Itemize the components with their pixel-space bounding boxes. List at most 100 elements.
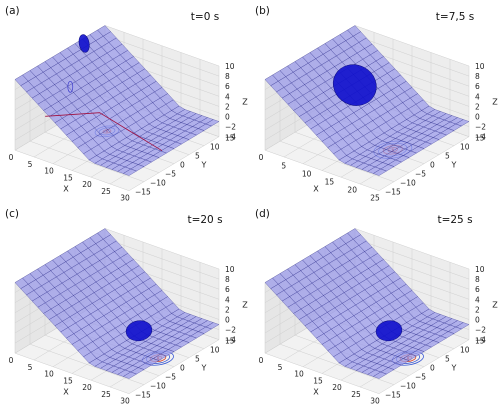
y-tick-label: 5 (445, 355, 450, 364)
y-axis-label: Y (451, 364, 457, 373)
z-tick-label: 10 (225, 62, 235, 71)
y-axis-label: Y (451, 161, 457, 170)
z-tick-label: −4 (475, 133, 486, 142)
x-tick-label: 0 (9, 153, 14, 162)
panel-a: 0 5 10 15 20 25 30 −15 −10 −5 0 5 10 15 −4 −2 0 2 4 6 8 10 X Y Z… (0, 0, 250, 203)
z-axis-label: Z (242, 97, 248, 106)
z-tick-label: 8 (225, 72, 230, 81)
panel-label: (a) (5, 5, 20, 17)
x-axis-label: X (313, 387, 319, 396)
z-tick-label: 4 (475, 92, 480, 101)
z-tick-label: −2 (225, 326, 236, 335)
y-tick-label: 5 (195, 355, 200, 364)
z-axis-label: Z (242, 300, 248, 309)
z-tick-label: −2 (475, 123, 486, 132)
grid-line (104, 35, 220, 77)
panel-label: (d) (255, 208, 270, 220)
z-tick-label: 4 (475, 295, 480, 304)
y-tick-label: 0 (180, 161, 185, 170)
z-tick-label: −4 (225, 336, 236, 345)
z-tick-label: 2 (225, 102, 230, 111)
x-tick-label: 0 (9, 356, 14, 365)
panel-label: (b) (255, 5, 270, 17)
droplet (78, 34, 90, 53)
chart-title: t=25 s (437, 214, 472, 226)
panel-d: 0 5 10 15 20 25 30 −15 −10 −5 0 5 10 15 −4 −2 0 2 4 6 8 10 X Y Z… (250, 203, 500, 406)
x-tick-label: 20 (332, 383, 342, 392)
grid-line (104, 228, 220, 270)
x-tick-label: 25 (101, 390, 111, 399)
y-tick-label: 0 (430, 364, 435, 373)
z-tick-label: −4 (225, 133, 236, 142)
y-tick-label: 10 (460, 143, 470, 152)
y-tick-label: 5 (195, 152, 200, 161)
z-tick-label: 6 (475, 285, 480, 294)
y-tick-label: −15 (135, 188, 151, 197)
z-tick-label: 2 (475, 305, 480, 314)
surface-cell (122, 371, 137, 379)
grid-line (354, 228, 470, 270)
x-axis-label: X (63, 184, 69, 193)
z-tick-label: 6 (225, 285, 230, 294)
z-tick-label: 4 (225, 92, 230, 101)
surface-cell (372, 168, 387, 176)
y-tick-label: 10 (460, 346, 470, 355)
x-tick-label: 5 (281, 161, 286, 170)
z-tick-label: 0 (475, 113, 480, 122)
y-tick-label: −15 (385, 188, 401, 197)
y-tick-label: −10 (150, 382, 166, 391)
z-tick-label: 10 (475, 62, 485, 71)
z-tick-label: 0 (225, 113, 230, 122)
x-tick-label: 10 (44, 370, 54, 379)
grid-line (354, 25, 470, 67)
x-tick-label: 20 (82, 383, 92, 392)
grid-line (378, 339, 470, 394)
x-tick-label: 20 (82, 180, 92, 189)
x-tick-label: 15 (325, 178, 335, 187)
droplet (332, 64, 377, 106)
x-tick-label: 15 (313, 376, 323, 385)
grid-line (104, 25, 220, 67)
z-tick-label: 2 (475, 102, 480, 111)
x-tick-label: 30 (370, 397, 380, 406)
z-tick-label: 2 (225, 305, 230, 314)
z-tick-label: −4 (475, 336, 486, 345)
x-tick-label: 5 (28, 160, 33, 169)
grid-line (104, 238, 220, 280)
y-tick-label: −5 (415, 373, 426, 382)
surface-cell (122, 168, 137, 176)
z-tick-label: 10 (475, 265, 485, 274)
grid-line (354, 238, 470, 280)
grid-line (264, 149, 380, 191)
surface (14, 25, 220, 176)
droplet (375, 320, 403, 342)
x-tick-label: 0 (259, 153, 264, 162)
y-tick-label: 15 (225, 134, 235, 143)
z-tick-label: 10 (225, 265, 235, 274)
y-tick-label: −15 (135, 391, 151, 400)
x-tick-label: 30 (120, 397, 130, 406)
y-tick-label: 0 (180, 364, 185, 373)
x-axis-label: X (313, 184, 319, 193)
surface-cell (372, 371, 387, 379)
panel-label: (c) (5, 208, 19, 220)
y-tick-label: −10 (400, 382, 416, 391)
z-axis-label: Z (492, 97, 498, 106)
y-tick-label: −10 (150, 179, 166, 188)
z-tick-label: −2 (225, 123, 236, 132)
z-tick-label: −2 (475, 326, 486, 335)
y-tick-label: −5 (415, 170, 426, 179)
y-tick-label: −5 (165, 373, 176, 382)
z-tick-label: 0 (475, 316, 480, 325)
x-tick-label: 25 (351, 390, 361, 399)
surface (264, 25, 470, 176)
x-tick-label: 10 (44, 167, 54, 176)
y-tick-label: −5 (165, 170, 176, 179)
x-tick-label: 5 (28, 363, 33, 372)
z-tick-label: 8 (475, 72, 480, 81)
x-tick-label: 30 (120, 194, 130, 203)
panel-c: 0 5 10 15 20 25 30 −15 −10 −5 0 5 10 15 −4 −2 0 2 4 6 8 10 X Y Z… (0, 203, 250, 406)
y-tick-label: 15 (225, 337, 235, 346)
grid-line (29, 343, 145, 385)
grid-line (279, 140, 395, 182)
